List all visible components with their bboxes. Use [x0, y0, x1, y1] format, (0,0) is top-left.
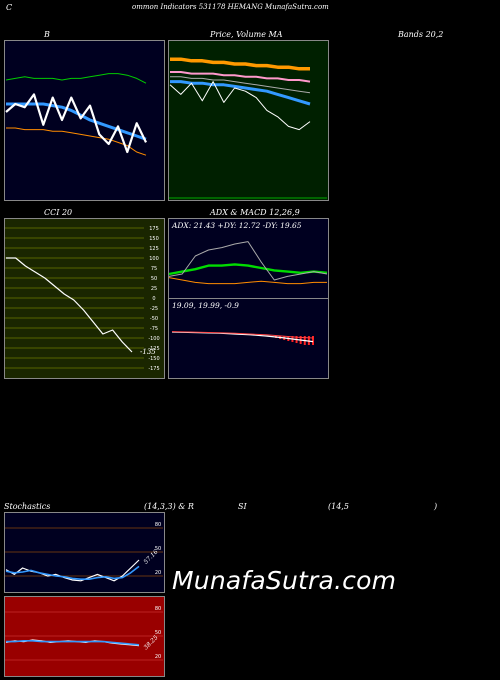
- watermark: MunafaSutra.com: [172, 566, 397, 595]
- label-stoch-close: ): [434, 502, 438, 511]
- cci-series-0: [6, 257, 133, 353]
- price-ma-series-0: [170, 57, 310, 71]
- bollinger-series-0: [5, 73, 147, 84]
- adx-series-2: [168, 241, 328, 281]
- cci-tick-label: -75: [150, 326, 158, 332]
- stochastics-tick-label: 50: [155, 546, 161, 552]
- cci-tick-label: 0: [152, 296, 155, 302]
- cci-tick-label: 75: [151, 266, 157, 272]
- label-stoch-rsi: (14,5: [328, 502, 349, 511]
- bollinger-panel: [4, 40, 165, 201]
- stochastics-panel: 80 50 20 57.16: [4, 512, 165, 593]
- adx-readout: ADX: 21.43 +DY: 12.72 -DY: 19.65: [171, 221, 302, 230]
- macd-panel: 19.09, 19.99, -0.9: [168, 298, 329, 379]
- macd-readout: 19.09, 19.99, -0.9: [172, 301, 239, 310]
- adx-chart: ADX: 21.43 +DY: 12.72 -DY: 19.65: [168, 218, 329, 299]
- stochastics-series-1: [5, 565, 140, 580]
- rsi-tick-label: 50: [155, 630, 161, 636]
- bollinger-chart: [4, 40, 165, 201]
- price-ma-series-3: [170, 80, 311, 106]
- price-ma-panel: [168, 40, 329, 201]
- price-ma-series-2: [170, 76, 311, 94]
- label-adx-macd: ADX & MACD 12,26,9: [210, 208, 300, 217]
- adx-series-1: [168, 277, 327, 285]
- stochastics-tick-label: 80: [155, 522, 161, 528]
- cci-value-label: -135: [140, 348, 156, 356]
- price-ma-series-1: [170, 71, 311, 83]
- label-cci: CCI 20: [44, 208, 73, 217]
- cci-tick-label: 50: [151, 276, 157, 282]
- cci-tick-label: -175: [148, 366, 159, 372]
- label-stochastics: Stochastics: [4, 502, 51, 511]
- rsi-series-1: [6, 640, 140, 646]
- macd-chart: 19.09, 19.99, -0.9: [168, 298, 329, 379]
- price-ma-series-4: [169, 81, 311, 131]
- cci-chart: 175 150 125 100 75 50 25 0 -25 -50 -75 -100 -125 -150…: [4, 218, 165, 379]
- adx-panel: ADX: 21.43 +DY: 12.72 -DY: 19.65: [168, 218, 329, 299]
- cci-tick-label: -125: [148, 346, 159, 352]
- rsi-panel: 80 50 20 38.25: [4, 596, 165, 677]
- bollinger-series-2: [6, 127, 147, 156]
- header-prefix: C: [6, 3, 13, 12]
- cci-tick-label: 175: [149, 226, 159, 232]
- cci-tick-label: -150: [148, 356, 159, 362]
- cci-panel: 175 150 125 100 75 50 25 0 -25 -50 -75 -100 -125 -150…: [4, 218, 165, 379]
- page-title: ommon Indicators 531178 HEMANG MunafaSut…: [132, 3, 329, 11]
- cci-tick-label: 125: [149, 246, 159, 252]
- label-bands: Bands 20,2: [398, 30, 444, 39]
- label-bollinger: B: [44, 30, 50, 39]
- bollinger-series-3: [5, 93, 147, 154]
- cci-tick-label: 150: [149, 236, 159, 242]
- cci-tick-label: -50: [150, 316, 158, 322]
- cci-tick-label: 25: [151, 286, 157, 292]
- rsi-tick-label: 20: [155, 654, 161, 660]
- macd-series-1: [171, 331, 314, 339]
- bollinger-series-1: [6, 102, 147, 141]
- adx-series-0: [168, 263, 328, 276]
- price-ma-chart: [168, 40, 329, 201]
- label-stoch-params: (14,3,3) & R: [144, 502, 194, 511]
- label-stoch-si: SI: [238, 502, 247, 511]
- cci-tick-label: 100: [149, 256, 159, 262]
- rsi-tick-label: 80: [155, 606, 161, 612]
- label-price-ma: Price, Volume MA: [210, 30, 283, 39]
- stochastics-tick-label: 20: [155, 570, 161, 576]
- macd-histogram-bar: [312, 336, 314, 345]
- cci-tick-label: -100: [148, 336, 159, 342]
- cci-tick-label: -25: [150, 306, 158, 312]
